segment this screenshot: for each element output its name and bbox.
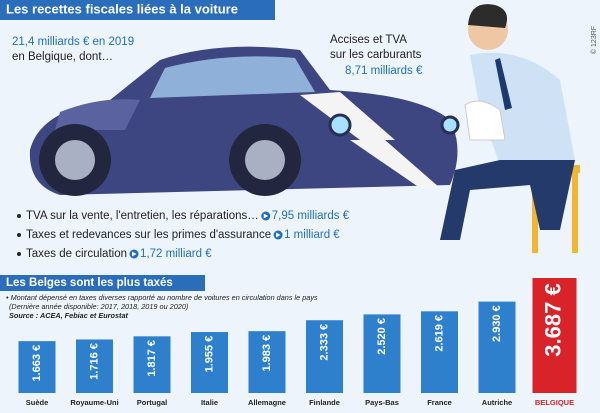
- bar: [363, 314, 401, 393]
- x-tick-label: Royaume-Uni: [70, 398, 118, 407]
- bullet-text: Taxes de circulation: [26, 248, 127, 260]
- title: Les recettes fiscales liées à la voiture: [6, 1, 238, 16]
- x-tick-label: France: [427, 398, 452, 407]
- value-label: 1.716 €: [88, 343, 100, 380]
- header-band: [0, 0, 275, 20]
- bullet-amount: 1,72 milliard €: [140, 248, 212, 260]
- total-amount: 21,4 milliards € en 2019: [12, 36, 134, 48]
- bar: [421, 311, 458, 393]
- bar: [248, 331, 286, 393]
- bar: [18, 341, 56, 393]
- chart-note: • Montant dépensé en taxes diverses rapp…: [6, 293, 318, 302]
- car-illustration: [29, 46, 460, 196]
- x-tick-label: Autriche: [482, 398, 512, 407]
- x-tick-label: BELGIQUE: [535, 398, 574, 407]
- bar: [306, 320, 343, 393]
- fuel-line: Accises et TVA: [330, 34, 407, 46]
- bullet-arrow-head: [263, 213, 269, 219]
- chart-title-band: [0, 275, 205, 291]
- fuel-amount: 8,71 milliards €: [345, 65, 423, 77]
- credit: © 123RF: [590, 26, 598, 54]
- value-label: 2.619 €: [433, 315, 445, 352]
- value-label: 2.930 €: [491, 305, 503, 342]
- bullet-text: Taxes et redevances sur les primes d'ass…: [26, 229, 271, 241]
- bullet-amount: 7,95 milliards €: [272, 210, 350, 222]
- value-label: 2.520 €: [376, 318, 388, 355]
- bar-chart: 1.663 € Suède 1.716 € Royaume-Uni 1.817 € Por…: [18, 278, 577, 407]
- value-label: 1.983 €: [261, 335, 273, 372]
- x-tick-label: Allemagne: [248, 398, 286, 407]
- chart-source: Source : ACEA, Febiac et Eurostat: [9, 311, 129, 320]
- bar: [478, 301, 516, 393]
- bar: [133, 336, 171, 393]
- value-label: 3.687 €: [540, 283, 565, 356]
- x-tick-label: Pays-Bas: [365, 398, 399, 407]
- bullet-amount: 1 milliard €: [284, 229, 340, 241]
- x-tick-label: Suède: [26, 398, 49, 407]
- bullet-arrow-head: [132, 251, 137, 257]
- x-tick-label: Portugal: [137, 398, 167, 407]
- total-text: en Belgique, dont…: [12, 51, 113, 63]
- bar: [191, 332, 228, 393]
- fuel-line: sur les carburants: [330, 49, 422, 61]
- x-tick-label: Italie: [201, 398, 218, 407]
- bullet-list: TVA sur la vente, l'entretien, les répar…: [17, 210, 350, 260]
- man-illustration: [440, 4, 580, 253]
- value-label: 1.955 €: [203, 336, 215, 373]
- value-label: 2.333 €: [318, 324, 330, 361]
- value-label: 1.663 €: [31, 345, 43, 382]
- chart-title: Les Belges sont les plus taxés: [6, 277, 173, 289]
- bullet-dot: [17, 214, 21, 218]
- value-label: 1.817 €: [146, 340, 158, 377]
- x-tick-label: Finlande: [309, 398, 340, 407]
- bar: [76, 339, 113, 393]
- bullet-dot: [17, 233, 21, 237]
- bullet-dot: [17, 252, 21, 256]
- bullet-arrow-head: [276, 232, 281, 238]
- bullet-text: TVA sur la vente, l'entretien, les répar…: [26, 210, 259, 222]
- bar: [532, 278, 577, 393]
- chart-note: (Dernière année disponible: 2017, 2018, …: [9, 302, 188, 311]
